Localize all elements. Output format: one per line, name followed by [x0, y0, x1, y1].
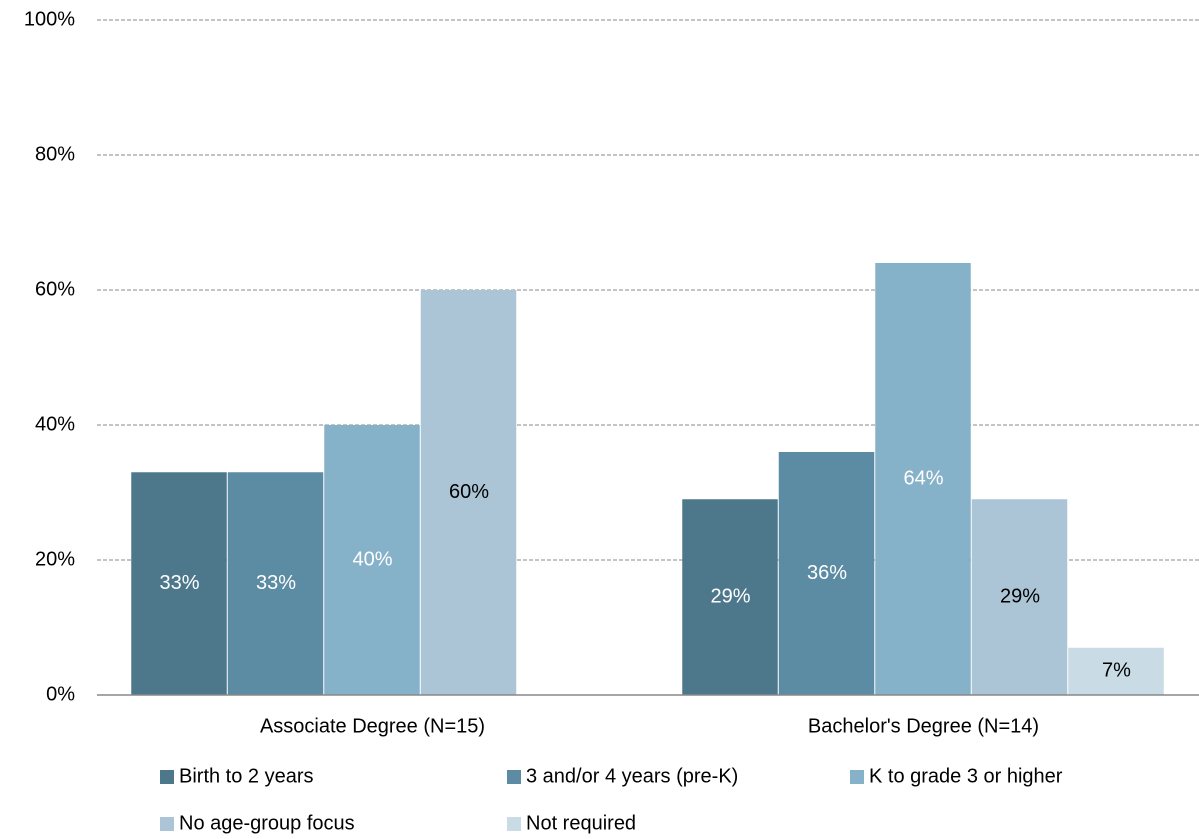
y-tick-label: 60% — [35, 278, 75, 300]
legend-swatch — [160, 770, 174, 784]
legend-swatch — [160, 817, 174, 831]
x-tick-label: Associate Degree (N=15) — [260, 715, 485, 737]
y-tick-label: 80% — [35, 143, 75, 165]
legend-label: No age-group focus — [179, 812, 355, 834]
y-tick-label: 40% — [35, 413, 75, 435]
bar — [778, 452, 875, 695]
bar — [682, 499, 778, 695]
bar — [1068, 647, 1164, 695]
bar — [324, 425, 420, 695]
legend-label: Not required — [526, 812, 636, 834]
y-tick-label: 0% — [46, 683, 75, 705]
data-label: 40% — [352, 548, 392, 570]
data-label: 29% — [1000, 585, 1040, 607]
bar — [971, 499, 1068, 695]
y-tick-label: 100% — [24, 8, 75, 30]
bar — [227, 472, 324, 695]
data-label: 29% — [710, 585, 750, 607]
legend-label: K to grade 3 or higher — [869, 765, 1063, 787]
y-tick-label: 20% — [35, 548, 75, 570]
x-tick-label: Bachelor's Degree (N=14) — [808, 715, 1039, 737]
data-label: 33% — [256, 572, 296, 594]
legend-swatch — [507, 817, 521, 831]
legend-label: Birth to 2 years — [179, 765, 314, 787]
data-label: 60% — [449, 481, 489, 503]
legend-swatch — [507, 770, 521, 784]
data-label: 33% — [159, 572, 199, 594]
data-label: 36% — [807, 562, 847, 584]
data-label: 64% — [903, 467, 943, 489]
legend-swatch — [850, 770, 864, 784]
legend-label: 3 and/or 4 years (pre-K) — [526, 765, 738, 787]
bar — [875, 263, 971, 695]
bar — [420, 290, 517, 695]
bar — [131, 472, 227, 695]
data-label: 7% — [1102, 660, 1131, 682]
